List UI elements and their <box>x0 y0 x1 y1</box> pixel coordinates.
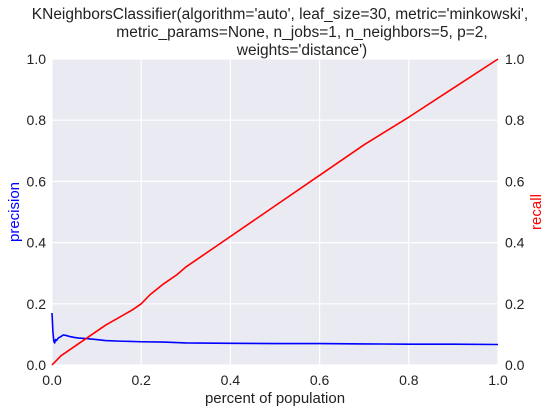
x-tick-label-1: 0.2 <box>131 372 151 388</box>
right-tick-label-5: 1.0 <box>505 51 525 67</box>
left-tick-label-1: 0.2 <box>27 296 47 312</box>
right-tick-label-4: 0.8 <box>505 112 525 128</box>
recall-line <box>51 58 499 366</box>
left-axis-label: precision <box>6 182 23 242</box>
right-tick-label-2: 0.4 <box>505 235 525 251</box>
title-line-3: weights='distance') <box>236 42 367 59</box>
title-line-2: metric_params=None, n_jobs=1, n_neighbor… <box>116 24 487 41</box>
chart-title: KNeighborsClassifier(algorithm='auto', l… <box>32 6 528 59</box>
x-tick-label-5: 1.0 <box>488 372 508 388</box>
plot-area <box>52 59 498 365</box>
x-tick-label-2: 0.4 <box>221 372 241 388</box>
series-layer <box>51 58 499 366</box>
right-axis-label: recall <box>528 194 545 230</box>
left-tick-label-3: 0.6 <box>27 173 47 189</box>
x-tick-label-3: 0.6 <box>310 372 330 388</box>
precision-line <box>51 312 499 346</box>
left-tick-label-5: 1.0 <box>27 51 47 67</box>
x-tick-label-0: 0.0 <box>42 372 62 388</box>
left-tick-label-4: 0.8 <box>27 112 47 128</box>
x-axis-label: percent of population <box>205 390 345 407</box>
x-tick-label-4: 0.8 <box>399 372 419 388</box>
grid <box>51 58 499 366</box>
left-tick-label-2: 0.4 <box>27 235 47 251</box>
tick-labels: 0.0 0.2 0.4 0.6 0.8 1.00.00.20.40.60.81.00.00… <box>27 51 525 388</box>
right-tick-label-0: 0.0 <box>505 357 525 373</box>
right-tick-label-1: 0.2 <box>505 296 525 312</box>
title-line-1: KNeighborsClassifier(algorithm='auto', l… <box>32 6 528 23</box>
left-tick-label-0: 0.0 <box>27 357 47 373</box>
right-tick-label-3: 0.6 <box>505 173 525 189</box>
